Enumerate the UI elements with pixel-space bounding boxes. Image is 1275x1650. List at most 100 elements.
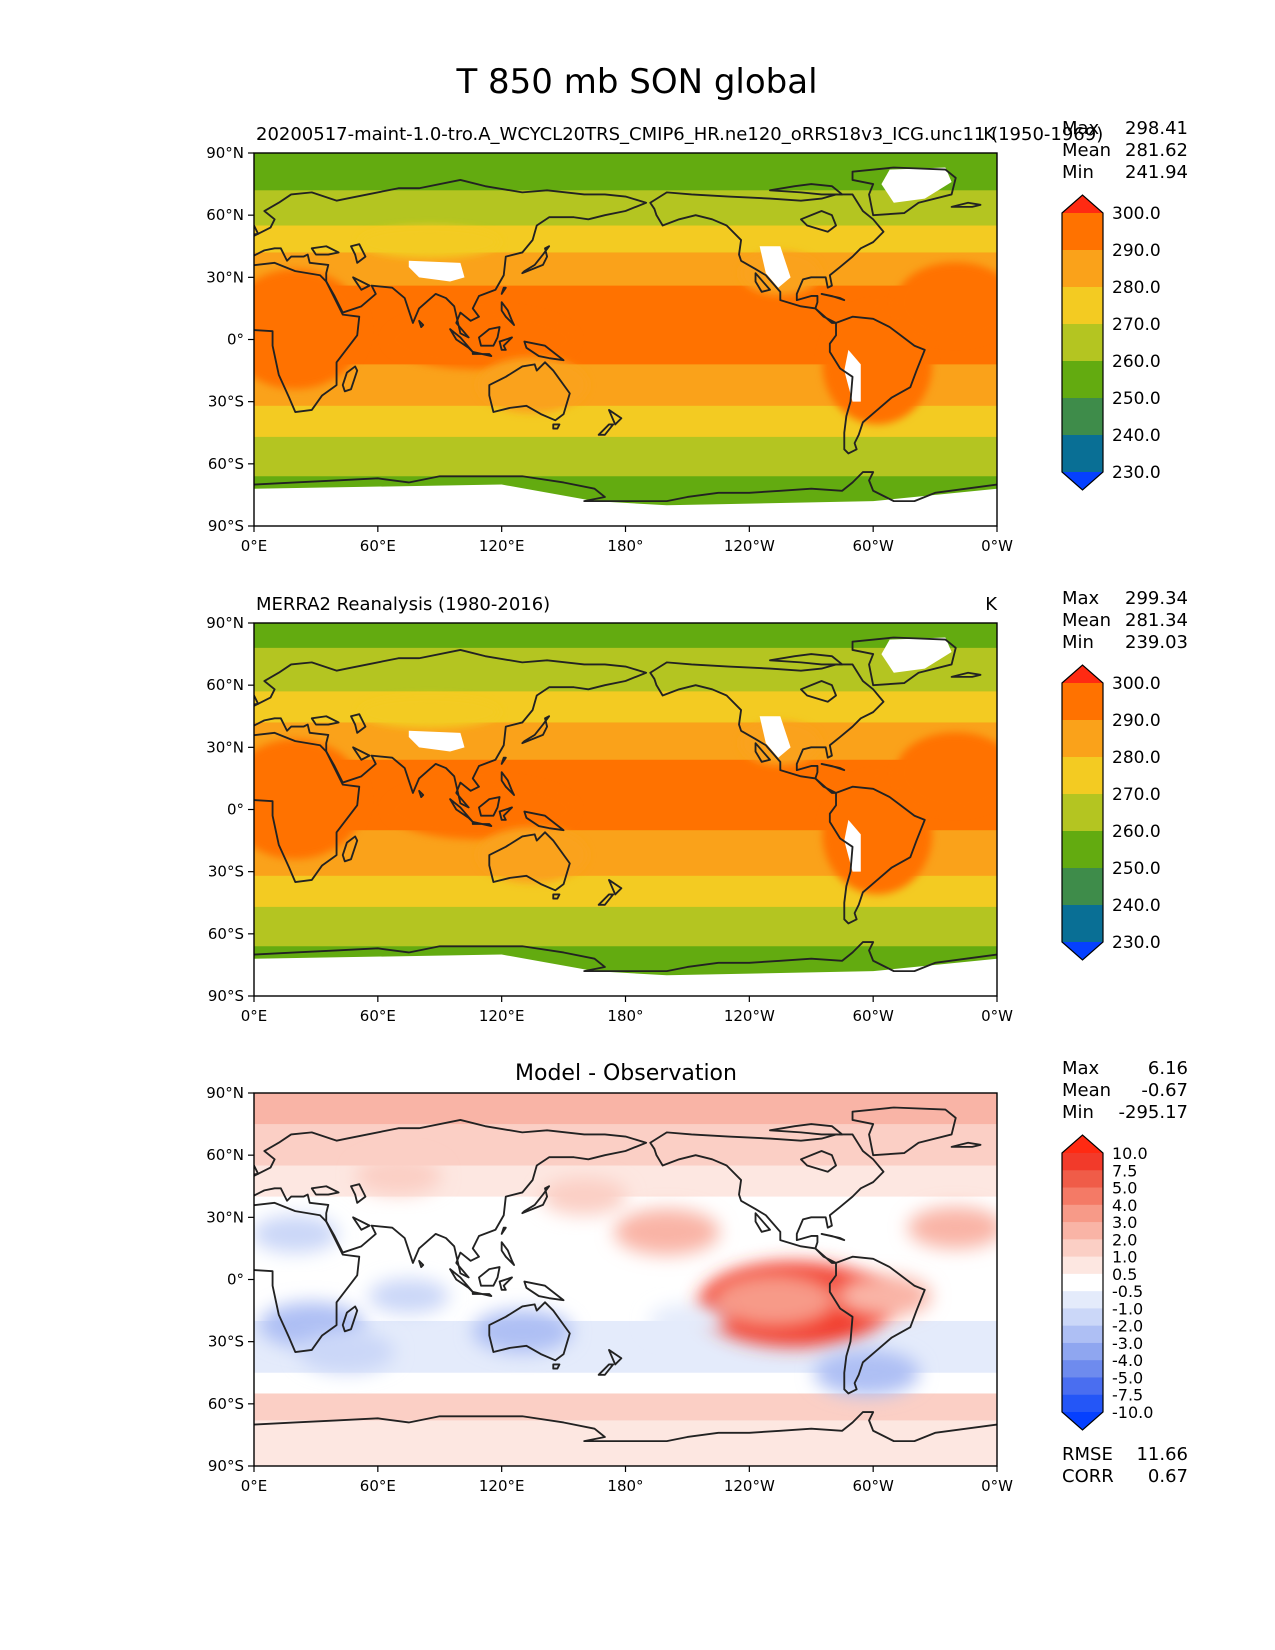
stat-mean-value: 281.34: [1125, 610, 1188, 631]
stat-max-label: Max: [1062, 118, 1100, 139]
y-tick-label: 90°N: [206, 614, 244, 632]
anomaly-central-asia-warm: [355, 1156, 442, 1195]
metric-corr-value: 0.67: [1148, 1466, 1188, 1487]
field-region-6: [359, 226, 500, 259]
y-tick-label: 60°N: [206, 676, 244, 694]
metric-rmse-label: RMSE: [1062, 1444, 1113, 1465]
y-tick-label: 30°S: [208, 393, 244, 411]
field-missing-0: [408, 730, 465, 752]
x-tick-label: 0°W: [981, 1007, 1013, 1025]
colorbar-segment: [1062, 720, 1103, 758]
field-band-7: [254, 1393, 997, 1422]
y-tick-label: 60°S: [208, 925, 244, 943]
colorbar-label: 240.0: [1112, 896, 1161, 916]
stat-mean-label: Mean: [1062, 140, 1111, 161]
y-tick-label: 60°S: [208, 455, 244, 473]
colorbar-segment: [1062, 1170, 1103, 1189]
colorbar-label: 250.0: [1112, 389, 1161, 409]
panel-obs-axes: 0°E 60°E 120°E 180° 120°W 60°W 0°W 90°N 60°N 30°N…: [206, 614, 1013, 1025]
colorbar-segment: [1062, 1256, 1103, 1275]
colorbar-label: 260.0: [1112, 352, 1161, 372]
x-tick-label: 120°W: [724, 1007, 775, 1025]
colorbar-segment: [1062, 1204, 1103, 1223]
colorbar-label: 270.0: [1112, 785, 1161, 805]
colorbar-extend-min: [1062, 1412, 1103, 1430]
field-band-3: [254, 722, 997, 761]
stat-max-value: 6.16: [1148, 1058, 1188, 1079]
stat-mean-label: Mean: [1062, 1080, 1111, 1101]
colorbar-segment: [1062, 757, 1103, 795]
panel-model-units: K: [983, 124, 996, 145]
field-region-2: [895, 262, 997, 343]
colorbar-label: 2.0: [1112, 1230, 1137, 1249]
colorbar-label: -1.0: [1112, 1299, 1143, 1318]
field-band-1: [254, 1124, 997, 1167]
anomaly-south-america-cool: [814, 1349, 920, 1396]
field-missing-1: [881, 167, 952, 203]
colorbar-segment: [1062, 1273, 1103, 1292]
x-tick-label: 60°E: [360, 537, 396, 555]
colorbar-label: 230.0: [1112, 933, 1161, 953]
anomaly-sahara-cool: [254, 1215, 339, 1253]
field-region-0: [254, 269, 366, 390]
anomaly-southern-africa-cool-2: [298, 1331, 395, 1374]
stat-min-label: Min: [1062, 162, 1094, 183]
colorbar-segment: [1062, 361, 1103, 399]
colorbar-segment: [1062, 250, 1103, 288]
colorbar-label: 270.0: [1112, 315, 1161, 335]
colorbar-segment: [1062, 794, 1103, 832]
panel-diff-colorbar: 10.07.55.04.03.02.01.00.5-0.5-1.0-2.0-3.…: [1061, 1134, 1153, 1431]
colorbar-segment: [1062, 1394, 1103, 1413]
metric-rmse-value: 11.66: [1136, 1444, 1188, 1465]
panel-diff: Model - Observation 0°E 60°E 120°E 180° 120°…: [206, 1058, 1188, 1495]
field-region-6: [359, 696, 500, 729]
colorbar-extend-min: [1062, 942, 1103, 960]
colorbar-extend-max: [1062, 195, 1103, 213]
stat-max-value: 299.34: [1125, 588, 1188, 609]
x-tick-label: 60°W: [852, 1007, 894, 1025]
panel-obs-title-left: MERRA2 Reanalysis (1980-2016): [256, 594, 550, 615]
x-tick-label: 60°E: [360, 1477, 396, 1495]
colorbar-label: -5.0: [1112, 1368, 1143, 1387]
anomaly-north-pacific-warm: [613, 1208, 720, 1255]
field-missing-3: [759, 246, 791, 288]
stat-mean-label: Mean: [1062, 610, 1111, 631]
colorbar-extend-min: [1062, 472, 1103, 490]
panel-obs: MERRA2 Reanalysis (1980-2016) K 0°E 60°E 1…: [206, 588, 1188, 1025]
stat-min-value: 239.03: [1125, 632, 1188, 653]
colorbar-segment: [1062, 398, 1103, 436]
x-tick-label: 180°: [607, 1007, 643, 1025]
colorbar-segment: [1062, 213, 1103, 251]
panel-obs-units: K: [985, 594, 998, 615]
y-tick-label: 30°N: [206, 1208, 244, 1226]
colorbar-label: -2.0: [1112, 1317, 1143, 1336]
colorbar-segment: [1062, 435, 1103, 473]
field-band-6: [254, 1372, 997, 1395]
field-band-7: [254, 906, 997, 947]
colorbar-label: 10.0: [1112, 1144, 1148, 1163]
x-tick-label: 0°E: [241, 1007, 268, 1025]
panel-diff-field: [254, 1093, 997, 1466]
y-tick-label: 30°N: [206, 268, 244, 286]
panel-obs-colorbar: 300.0 290.0 280.0 270.0 260.0 250.0 240.0 230.0: [1061, 664, 1161, 961]
colorbar-extend-max: [1062, 1135, 1103, 1153]
colorbar-label: 280.0: [1112, 278, 1161, 298]
colorbar-label: 300.0: [1112, 204, 1161, 224]
stat-max-label: Max: [1062, 588, 1100, 609]
colorbar-label: 280.0: [1112, 748, 1161, 768]
field-region-4: [477, 827, 588, 884]
x-tick-label: 60°W: [852, 537, 894, 555]
colorbar-segment: [1062, 831, 1103, 869]
y-tick-label: 90°S: [208, 987, 244, 1005]
field-region-1: [822, 774, 933, 895]
stat-min-label: Min: [1062, 1102, 1094, 1123]
colorbar-outline: [1061, 664, 1104, 961]
field-band-7: [254, 436, 997, 477]
field-band-0: [254, 623, 997, 649]
field-missing-3: [759, 716, 791, 758]
colorbar-segment: [1062, 1377, 1103, 1396]
x-tick-label: 120°E: [479, 1007, 525, 1025]
colorbar-segment: [1062, 1342, 1103, 1361]
field-missing-1: [881, 637, 952, 673]
colorbar-label: 4.0: [1112, 1196, 1137, 1215]
